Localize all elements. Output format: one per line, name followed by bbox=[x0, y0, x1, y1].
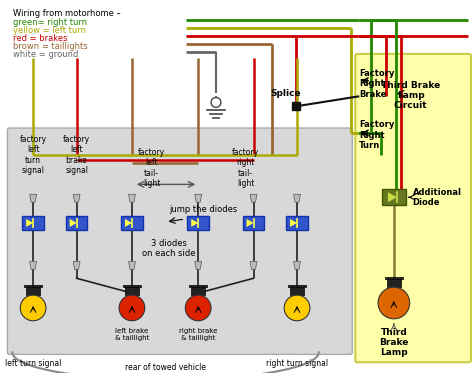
Text: jump the diodes: jump the diodes bbox=[169, 205, 237, 214]
Text: red = brakes: red = brakes bbox=[13, 34, 68, 43]
Bar bbox=[288, 285, 306, 287]
Bar bbox=[189, 285, 207, 287]
Polygon shape bbox=[73, 194, 80, 202]
FancyBboxPatch shape bbox=[286, 216, 308, 230]
Text: brown = taillights: brown = taillights bbox=[13, 42, 88, 51]
Polygon shape bbox=[128, 194, 136, 202]
FancyBboxPatch shape bbox=[356, 54, 471, 362]
Bar bbox=[24, 285, 42, 287]
Circle shape bbox=[284, 295, 310, 321]
Bar bbox=[191, 287, 205, 295]
Polygon shape bbox=[290, 219, 297, 227]
Polygon shape bbox=[128, 261, 136, 269]
Text: right turn signal: right turn signal bbox=[266, 359, 328, 368]
Polygon shape bbox=[73, 261, 80, 269]
Text: Third Brake
Lamp
Circuit: Third Brake Lamp Circuit bbox=[381, 80, 440, 111]
FancyBboxPatch shape bbox=[8, 128, 352, 355]
Bar bbox=[125, 287, 139, 295]
Text: left turn signal: left turn signal bbox=[5, 359, 61, 368]
FancyBboxPatch shape bbox=[22, 216, 44, 230]
Polygon shape bbox=[70, 219, 77, 227]
Text: green= right turn: green= right turn bbox=[13, 18, 88, 27]
Polygon shape bbox=[191, 219, 198, 227]
Polygon shape bbox=[293, 261, 301, 269]
Polygon shape bbox=[30, 194, 36, 202]
Polygon shape bbox=[26, 219, 33, 227]
Text: Additional
Diode: Additional Diode bbox=[413, 188, 462, 207]
Bar bbox=[26, 287, 40, 295]
Text: Wiring from motorhome –: Wiring from motorhome – bbox=[13, 9, 121, 18]
Polygon shape bbox=[388, 192, 397, 202]
FancyBboxPatch shape bbox=[243, 216, 264, 230]
Bar bbox=[385, 277, 403, 279]
FancyBboxPatch shape bbox=[121, 216, 143, 230]
Polygon shape bbox=[246, 219, 254, 227]
Polygon shape bbox=[195, 261, 201, 269]
Circle shape bbox=[119, 295, 145, 321]
Polygon shape bbox=[30, 261, 36, 269]
Text: factory
right
tail-
light: factory right tail- light bbox=[232, 148, 259, 188]
Text: Factory
Right
Brake: Factory Right Brake bbox=[359, 69, 395, 99]
Circle shape bbox=[378, 287, 410, 319]
Polygon shape bbox=[293, 194, 301, 202]
Polygon shape bbox=[250, 194, 257, 202]
Polygon shape bbox=[195, 194, 201, 202]
Circle shape bbox=[211, 97, 221, 107]
FancyBboxPatch shape bbox=[66, 216, 88, 230]
FancyBboxPatch shape bbox=[382, 190, 406, 205]
Bar bbox=[387, 279, 401, 287]
Text: white = ground: white = ground bbox=[13, 50, 79, 59]
Text: 3 diodes
on each side: 3 diodes on each side bbox=[142, 239, 195, 258]
Bar bbox=[290, 287, 304, 295]
Polygon shape bbox=[250, 261, 257, 269]
Text: Factory
Right
Turn: Factory Right Turn bbox=[359, 120, 395, 150]
Text: rear of towed vehicle: rear of towed vehicle bbox=[125, 363, 206, 372]
FancyBboxPatch shape bbox=[187, 216, 209, 230]
Text: factory
left
brake
signal: factory left brake signal bbox=[63, 135, 90, 175]
Text: Third
Brake
Lamp: Third Brake Lamp bbox=[379, 328, 409, 358]
Circle shape bbox=[185, 295, 211, 321]
Text: factory
left
tail-
light: factory left tail- light bbox=[138, 148, 165, 188]
Text: factory
left
turn
signal: factory left turn signal bbox=[19, 135, 46, 175]
Text: Splice: Splice bbox=[271, 89, 301, 99]
Bar bbox=[123, 285, 141, 287]
Text: right brake
& taillight: right brake & taillight bbox=[179, 328, 218, 341]
Text: yellow = left turn: yellow = left turn bbox=[13, 26, 86, 35]
Polygon shape bbox=[125, 219, 132, 227]
Circle shape bbox=[20, 295, 46, 321]
Text: left brake
& taillight: left brake & taillight bbox=[115, 328, 149, 341]
